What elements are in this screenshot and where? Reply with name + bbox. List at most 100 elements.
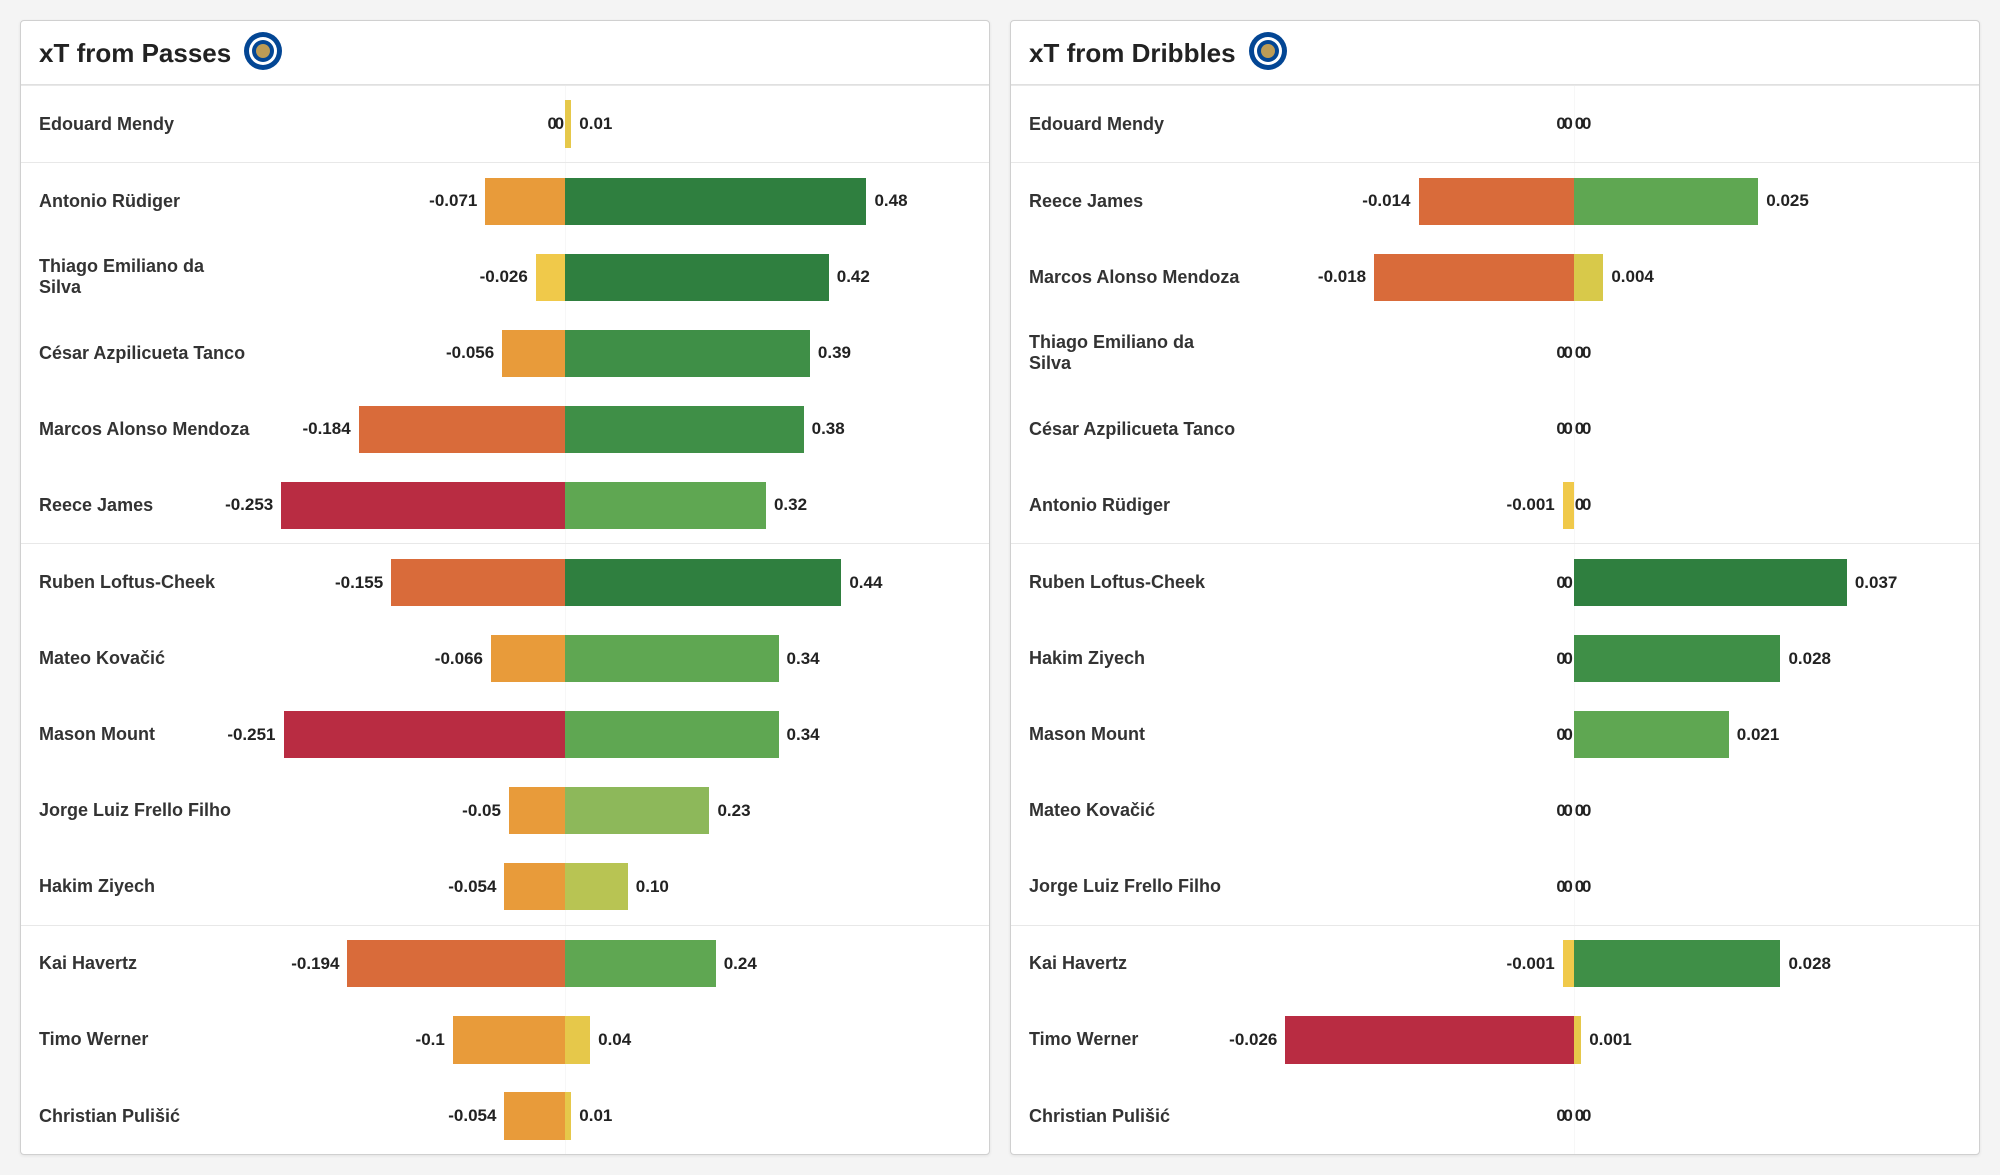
bar-area: 0 0 0 0 [1241,391,1869,467]
value-positive: 0.037 [1855,573,1898,593]
value-positive: 0.025 [1766,191,1809,211]
value-positive: 0.23 [717,801,750,821]
player-name-label: Marcos Alonso Mendoza [21,419,251,440]
value-negative: 0 [1563,725,1572,745]
bar-positive [565,711,779,758]
value-positive: 0.04 [598,1030,631,1050]
value-negative: -0.018 [1318,267,1366,287]
player-name-label: Mason Mount [1011,724,1241,745]
bar-area: 0 0.037 0 [1241,544,1869,620]
bar-negative [491,635,565,682]
bar-negative [1563,482,1574,529]
player-name-label: Mateo Kovačić [21,648,251,669]
value-negative: -0.054 [448,877,496,897]
bar-positive [1574,711,1729,758]
value-positive: 0 [1575,1106,1584,1126]
value-positive: 0.39 [818,343,851,363]
bar-positive [565,330,810,377]
player-name-label: Antonio Rüdiger [1011,495,1241,516]
bar-area: -0.253 0.32 [251,467,879,543]
chart-row: Marcos Alonso Mendoza -0.184 0.38 [21,391,989,467]
value-positive: 0 [1575,419,1584,439]
value-negative: -0.066 [435,649,483,669]
value-negative: -0.014 [1362,191,1410,211]
chart-row: Reece James -0.014 0.025 [1011,162,1979,239]
player-name-label: Kai Havertz [1011,953,1241,974]
bar-positive [565,863,628,910]
bar-positive [565,635,779,682]
chart-header: xT from Dribbles [1011,21,1979,85]
player-name-label: Timo Werner [1011,1029,1241,1050]
value-positive: 0.24 [724,954,757,974]
bar-negative [391,559,565,606]
bar-area: -0.054 0.10 [251,849,879,925]
bar-positive [565,787,709,834]
bar-positive [565,178,866,225]
bar-area: -0.001 0.028 [1241,926,1869,1002]
player-name-label: César Azpilicueta Tanco [1011,419,1241,440]
value-positive: 0.004 [1611,267,1654,287]
bar-area: -0.001 0 0 [1241,467,1869,543]
value-negative: -0.071 [429,191,477,211]
chart-row: Ruben Loftus-Cheek -0.155 0.44 [21,543,989,620]
bar-negative [453,1016,565,1063]
bar-area: -0.155 0.44 [251,544,879,620]
bar-area: 0 0.01 0 [251,86,879,162]
bar-area: -0.026 0.42 [251,239,879,315]
bar-negative [1419,178,1574,225]
player-name-label: Mason Mount [21,724,251,745]
value-negative: -0.194 [291,954,339,974]
value-negative: 0 [1563,343,1572,363]
chart-row: Timo Werner -0.1 0.04 [21,1002,989,1078]
bar-area: 0 0 0 0 [1241,1078,1869,1154]
value-negative: 0 [1563,419,1572,439]
value-negative: -0.054 [448,1106,496,1126]
bar-negative [485,178,565,225]
bar-area: 0 0.028 0 [1241,621,1869,697]
value-positive: 0 [1575,343,1584,363]
bar-positive [565,940,716,987]
bar-positive [565,406,804,453]
value-negative: 0 [1563,114,1572,134]
value-positive: 0 [1575,495,1584,515]
bar-negative [284,711,565,758]
bar-positive [1574,1016,1581,1063]
bar-negative [359,406,565,453]
value-positive: 0.32 [774,495,807,515]
value-negative: -0.155 [335,573,383,593]
bar-area: -0.054 0.01 [251,1078,879,1154]
value-positive: 0.34 [787,725,820,745]
value-negative: 0 [1563,1106,1572,1126]
bar-positive [565,254,829,301]
chart-body: Edouard Mendy 0 0 0 0 [1011,85,1979,1154]
chart-row: Edouard Mendy 0 0.01 0 [21,85,989,162]
player-name-label: Hakim Ziyech [1011,648,1241,669]
bar-positive [565,482,766,529]
chart-row: César Azpilicueta Tanco -0.056 0.39 [21,315,989,391]
chart-row: Edouard Mendy 0 0 0 0 [1011,85,1979,162]
player-name-label: Timo Werner [21,1029,251,1050]
player-name-label: Hakim Ziyech [21,876,251,897]
bar-positive [1574,254,1604,301]
bar-negative [502,330,565,377]
bar-negative [347,940,565,987]
chart-row: Thiago Emiliano da Silva 0 0 0 0 [1011,315,1979,391]
value-negative: 0 [1563,573,1572,593]
bar-area: -0.071 0.48 [251,163,879,239]
value-positive: 0 [1575,877,1584,897]
chart-row: Reece James -0.253 0.32 [21,467,989,543]
chart-row: Christian Pulišić -0.054 0.01 [21,1078,989,1154]
player-name-label: Christian Pulišić [1011,1106,1241,1127]
value-negative: -0.001 [1507,954,1555,974]
chart-panel-xt-dribbles: xT from Dribbles Edouard Mendy 0 0 [1010,20,1980,1155]
player-name-label: Kai Havertz [21,953,251,974]
player-name-label: Mateo Kovačić [1011,800,1241,821]
charts-container: xT from Passes Edouard Mendy 0 0.01 [20,20,1980,1155]
bar-area: 0 0 0 0 [1241,773,1869,849]
value-negative: -0.1 [416,1030,445,1050]
value-positive: 0.34 [787,649,820,669]
chart-header: xT from Passes [21,21,989,85]
value-negative: -0.253 [225,495,273,515]
value-positive: 0.44 [849,573,882,593]
chart-row: Christian Pulišić 0 0 0 0 [1011,1078,1979,1154]
